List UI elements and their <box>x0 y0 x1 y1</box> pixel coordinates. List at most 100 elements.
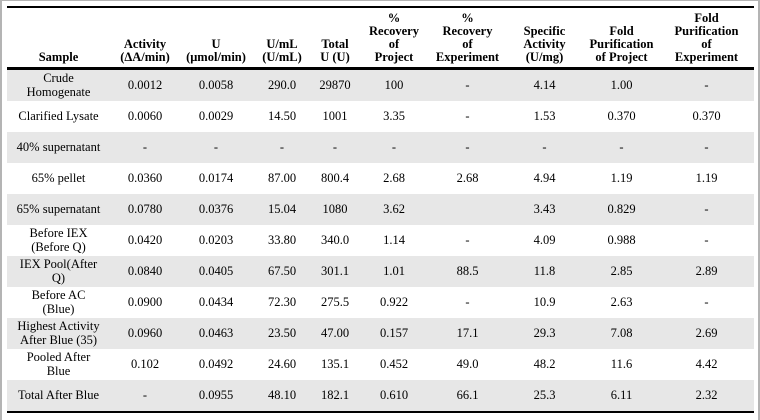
value-cell: 800.4 <box>320 170 350 185</box>
value-cell: 0.0060 <box>127 108 163 123</box>
sample-cell: 65% pellet <box>31 170 86 185</box>
sample-cell: 65% supernatant <box>16 201 101 216</box>
value-cell: - <box>704 232 709 247</box>
value-cell: 290.0 <box>267 77 297 92</box>
col-header-pct-recovery-project: % Recovery of Project <box>358 7 430 70</box>
value-cell: 87.00 <box>267 170 297 185</box>
col-header-fold-purification-project: Fold Purification of Project <box>584 7 659 70</box>
col-header-u: U (μmol/min) <box>180 7 252 70</box>
value-cell: - <box>704 139 709 154</box>
value-cell: - <box>542 139 547 154</box>
value-cell: 4.94 <box>533 170 556 185</box>
purification-table: Sample Activity (ΔA/min) U (μmol/min) U/… <box>7 6 754 413</box>
value-cell: 135.1 <box>320 356 350 371</box>
sample-cell: Pooled After Blue <box>26 350 91 378</box>
value-cell: 0.829 <box>607 201 636 216</box>
value-cell: 4.14 <box>533 77 556 92</box>
value-cell: 0.0960 <box>127 325 163 340</box>
value-cell: 15.04 <box>267 201 297 216</box>
value-cell: - <box>704 77 709 92</box>
value-cell: 0.0405 <box>198 263 234 278</box>
value-cell: 0.370 <box>692 108 721 123</box>
table-row-total-after-blue: Total After Blue - 0.0955 48.10 182.1 0.… <box>7 380 754 412</box>
table-row-crude-homogenate: Crude Homogenate 0.0012 0.0058 290.0 298… <box>7 68 754 101</box>
value-cell: 66.1 <box>456 387 479 402</box>
value-cell: 0.102 <box>130 356 160 371</box>
value-cell: 0.0434 <box>198 294 234 309</box>
col-header-u-per-ml: U/mL (U/mL) <box>252 7 312 70</box>
value-cell: 1.01 <box>383 263 405 278</box>
value-cell: 0.0029 <box>198 108 234 123</box>
value-cell: 1.19 <box>695 170 718 185</box>
table-row-before-iex: Before IEX (Before Q) 0.0420 0.0203 33.8… <box>7 225 754 256</box>
value-cell: 67.50 <box>267 263 297 278</box>
value-cell: 0.0203 <box>198 232 234 247</box>
value-cell: 1.00 <box>610 77 633 92</box>
table-row-before-ac: Before AC (Blue) 0.0900 0.0434 72.30 275… <box>7 287 754 318</box>
table-row-65pct-supernatant: 65% supernatant 0.0780 0.0376 15.04 1080… <box>7 194 754 225</box>
table-row-iex-pool: IEX Pool(After Q) 0.0840 0.0405 67.50 30… <box>7 256 754 287</box>
sample-cell: 40% supernatant <box>16 139 101 154</box>
value-cell: 2.85 <box>610 263 633 278</box>
value-cell: 4.42 <box>695 356 718 371</box>
value-cell: 2.63 <box>610 294 633 309</box>
header-row: Sample Activity (ΔA/min) U (μmol/min) U/… <box>7 7 754 70</box>
value-cell: 301.1 <box>320 263 350 278</box>
value-cell: 0.370 <box>607 108 636 123</box>
sample-cell: Before IEX (Before Q) <box>29 226 88 254</box>
value-cell: 48.2 <box>533 356 556 371</box>
table-row-40pct-supernatant: 40% supernatant - - - - - - - - - <box>7 132 754 163</box>
table-row-clarified-lysate: Clarified Lysate 0.0060 0.0029 14.50 100… <box>7 101 754 132</box>
value-cell: 25.3 <box>533 387 556 402</box>
value-cell: 7.08 <box>610 325 633 340</box>
value-cell: - <box>619 139 624 154</box>
value-cell: 0.0900 <box>127 294 163 309</box>
table-row-pooled-after-blue: Pooled After Blue 0.102 0.0492 24.60 135… <box>7 349 754 380</box>
sample-cell: Highest Activity After Blue (35) <box>17 319 100 347</box>
value-cell: 33.80 <box>267 232 297 247</box>
value-cell: - <box>465 294 470 309</box>
value-cell: - <box>391 139 397 154</box>
sample-cell: Crude Homogenate <box>26 71 91 99</box>
col-header-total-u: Total U (U) <box>312 7 358 70</box>
value-cell: 49.0 <box>456 356 479 371</box>
value-cell: 1.14 <box>383 232 405 247</box>
value-cell: - <box>142 387 148 402</box>
value-cell: 88.5 <box>456 263 479 278</box>
value-cell: 3.35 <box>383 108 405 123</box>
value-cell: 47.00 <box>320 325 350 340</box>
value-cell: 1001 <box>322 108 348 123</box>
value-cell <box>430 194 505 225</box>
value-cell: 0.0376 <box>198 201 234 216</box>
sample-cell: Clarified Lysate <box>18 108 99 123</box>
value-cell: 4.09 <box>533 232 556 247</box>
value-cell: 0.0012 <box>127 77 163 92</box>
value-cell: 48.10 <box>267 387 297 402</box>
value-cell: 29.3 <box>533 325 556 340</box>
value-cell: 0.0058 <box>198 77 234 92</box>
value-cell: 0.0174 <box>198 170 234 185</box>
value-cell: - <box>465 77 470 92</box>
value-cell: 11.6 <box>610 356 633 371</box>
sample-cell: Before AC (Blue) <box>31 288 86 316</box>
value-cell: - <box>465 139 470 154</box>
value-cell: 1080 <box>322 201 348 216</box>
value-cell: 0.157 <box>379 325 409 340</box>
col-header-specific-activity: Specific Activity (U/mg) <box>505 7 584 70</box>
value-cell: 11.8 <box>533 263 556 278</box>
value-cell: 0.610 <box>379 387 409 402</box>
table-row-highest-activity-after-blue: Highest Activity After Blue (35) 0.0960 … <box>7 318 754 349</box>
value-cell: 3.62 <box>383 201 405 216</box>
col-header-sample: Sample <box>7 7 110 70</box>
value-cell: 3.43 <box>533 201 556 216</box>
value-cell: - <box>332 139 338 154</box>
value-cell: 0.988 <box>607 232 636 247</box>
value-cell: 0.0780 <box>127 201 163 216</box>
value-cell: 340.0 <box>320 232 350 247</box>
value-cell: 275.5 <box>320 294 350 309</box>
col-header-fold-purification-experiment: Fold Purification of Experiment <box>659 7 754 70</box>
value-cell: 6.11 <box>610 387 633 402</box>
value-cell: 0.922 <box>379 294 409 309</box>
value-cell: 0.0360 <box>127 170 163 185</box>
